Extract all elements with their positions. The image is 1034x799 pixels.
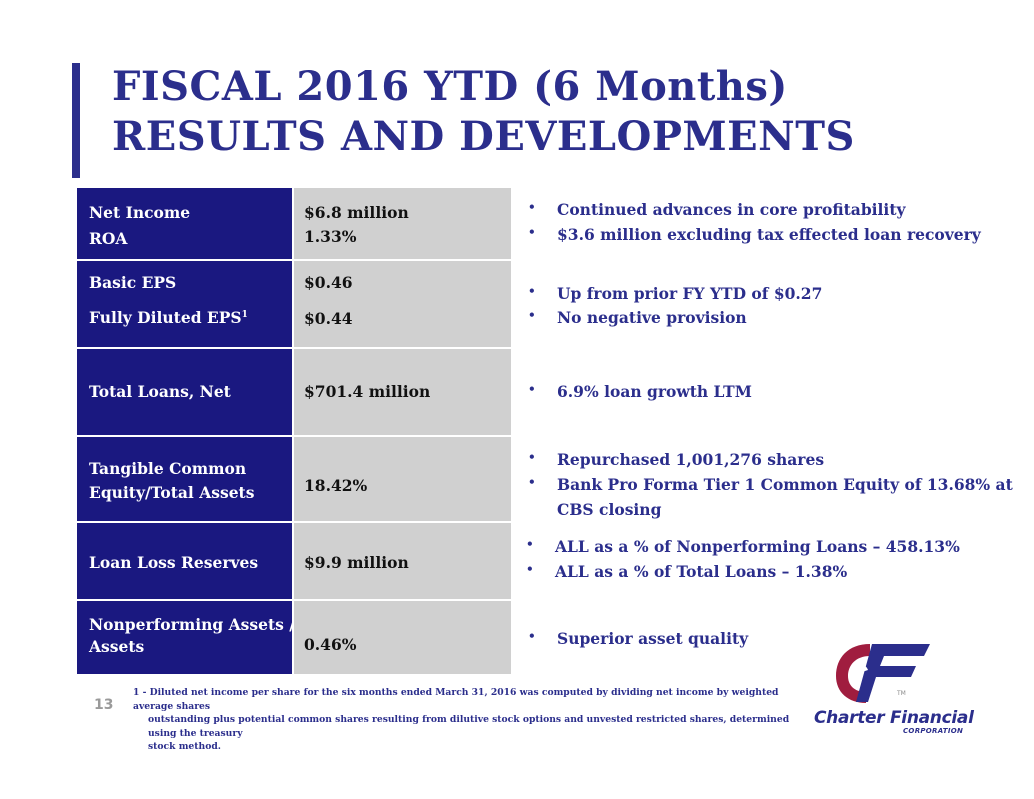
bullet-icon: • [528, 629, 536, 643]
bullet-text: ALL as a % of Nonperforming Loans – 458.… [555, 537, 960, 556]
footnote: 1 - Diluted net income per share for the… [133, 686, 813, 754]
bullet-text: $3.6 million excluding tax effected loan… [557, 225, 981, 244]
row-value-cell: $0.46 $0.44 [294, 261, 511, 349]
logo-company-subtitle: CORPORATION [903, 727, 964, 735]
row-label: Loan Loss Reserves [89, 553, 259, 572]
row-value: 18.42% [304, 476, 368, 495]
row-value-cell: $701.4 million [294, 349, 511, 437]
bullet-icon: • [528, 475, 536, 489]
row-label: Equity/Total Assets [89, 483, 255, 502]
logo-eagle-head [852, 663, 868, 672]
bullet-icon: • [528, 308, 536, 322]
bullet-text: 6.9% loan growth LTM [557, 382, 752, 401]
row-value: $0.46 [304, 273, 353, 292]
table-row: Nonperforming Assets / Assets 0.46% [77, 601, 511, 676]
row-label-cell: Total Loans, Net [77, 349, 292, 437]
bullet-text: Repurchased 1,001,276 shares [557, 450, 825, 469]
bullet-text: ALL as a % of Total Loans – 1.38% [555, 562, 848, 581]
row-label: Total Loans, Net [89, 382, 231, 401]
row-label: Fully Diluted EPS1 [89, 308, 248, 327]
bullet-icon: • [528, 382, 536, 396]
logo-red-emblem [836, 644, 870, 703]
row-label-cell: Loan Loss Reserves [77, 523, 292, 601]
footnote-line-2: outstanding plus potential common shares… [148, 714, 790, 739]
row-value-cell: 0.46% [294, 601, 511, 676]
bullet-text: Bank Pro Forma Tier 1 Common Equity of 1… [557, 475, 1013, 494]
row-value-cell: 18.42% [294, 437, 511, 523]
bullet-text: CBS closing [557, 500, 662, 519]
row-label-cell: Nonperforming Assets / Assets [77, 601, 295, 676]
page-title: FISCAL 2016 YTD (6 Months) RESULTS AND D… [112, 62, 1012, 162]
row-value-cell: $6.8 million 1.33% [294, 188, 511, 261]
row-value: $701.4 million [304, 382, 431, 401]
footnote-line-3: stock method. [148, 741, 221, 752]
table-row: Basic EPS Fully Diluted EPS1 $0.46 $0.44 [77, 261, 511, 349]
row-label-cell: Tangible Common Equity/Total Assets [77, 437, 292, 523]
row-value: 1.33% [304, 227, 357, 246]
row-label-cell: Basic EPS Fully Diluted EPS1 [77, 261, 292, 349]
row-label: Net Income [89, 203, 191, 222]
row-label: Tangible Common [89, 459, 247, 478]
row-value-cell: $9.9 million [294, 523, 511, 601]
row-value: $9.9 million [304, 553, 409, 572]
row-value: $0.44 [304, 309, 353, 328]
bullet-text: Superior asset quality [557, 629, 749, 648]
footnote-marker: 1 [241, 309, 248, 320]
row-label: Assets [89, 637, 145, 656]
logo-company-name: Charter Financial [814, 708, 974, 728]
bullet-text: No negative provision [557, 308, 747, 327]
bullet-icon: • [526, 562, 534, 576]
logo-navy-f [856, 644, 930, 702]
row-label-cell: Net Income ROA [77, 188, 292, 261]
row-label: Basic EPS [89, 273, 177, 292]
bullet-text: Up from prior FY YTD of $0.27 [557, 284, 823, 303]
table-row: Total Loans, Net $701.4 million [77, 349, 511, 437]
table-row: Loan Loss Reserves $9.9 million [77, 523, 511, 601]
row-value: 0.46% [304, 635, 357, 654]
bullet-icon: • [526, 537, 534, 551]
metrics-table: Net Income ROA $6.8 million 1.33% Basic … [77, 188, 511, 676]
page-number: 13 [94, 697, 114, 713]
page-title-line-2: RESULTS AND DEVELOPMENTS [112, 113, 855, 160]
page-title-line-1: FISCAL 2016 YTD (6 Months) [112, 63, 788, 110]
trademark-symbol: TM [897, 690, 906, 697]
table-row: Net Income ROA $6.8 million 1.33% [77, 188, 511, 261]
title-accent-bar [72, 63, 80, 178]
footnote-line-1: 1 - Diluted net income per share for the… [133, 687, 779, 712]
row-value: $6.8 million [304, 203, 409, 222]
bullet-icon: • [528, 284, 536, 298]
bullet-icon: • [528, 200, 536, 214]
charter-financial-logo-icon [836, 644, 930, 703]
bullet-text: Continued advances in core profitability [557, 200, 906, 219]
row-label: Nonperforming Assets / [89, 615, 295, 634]
row-label: ROA [89, 229, 128, 248]
table-row: Tangible Common Equity/Total Assets 18.4… [77, 437, 511, 523]
bullet-icon: • [528, 450, 536, 464]
bullet-icon: • [528, 225, 536, 239]
